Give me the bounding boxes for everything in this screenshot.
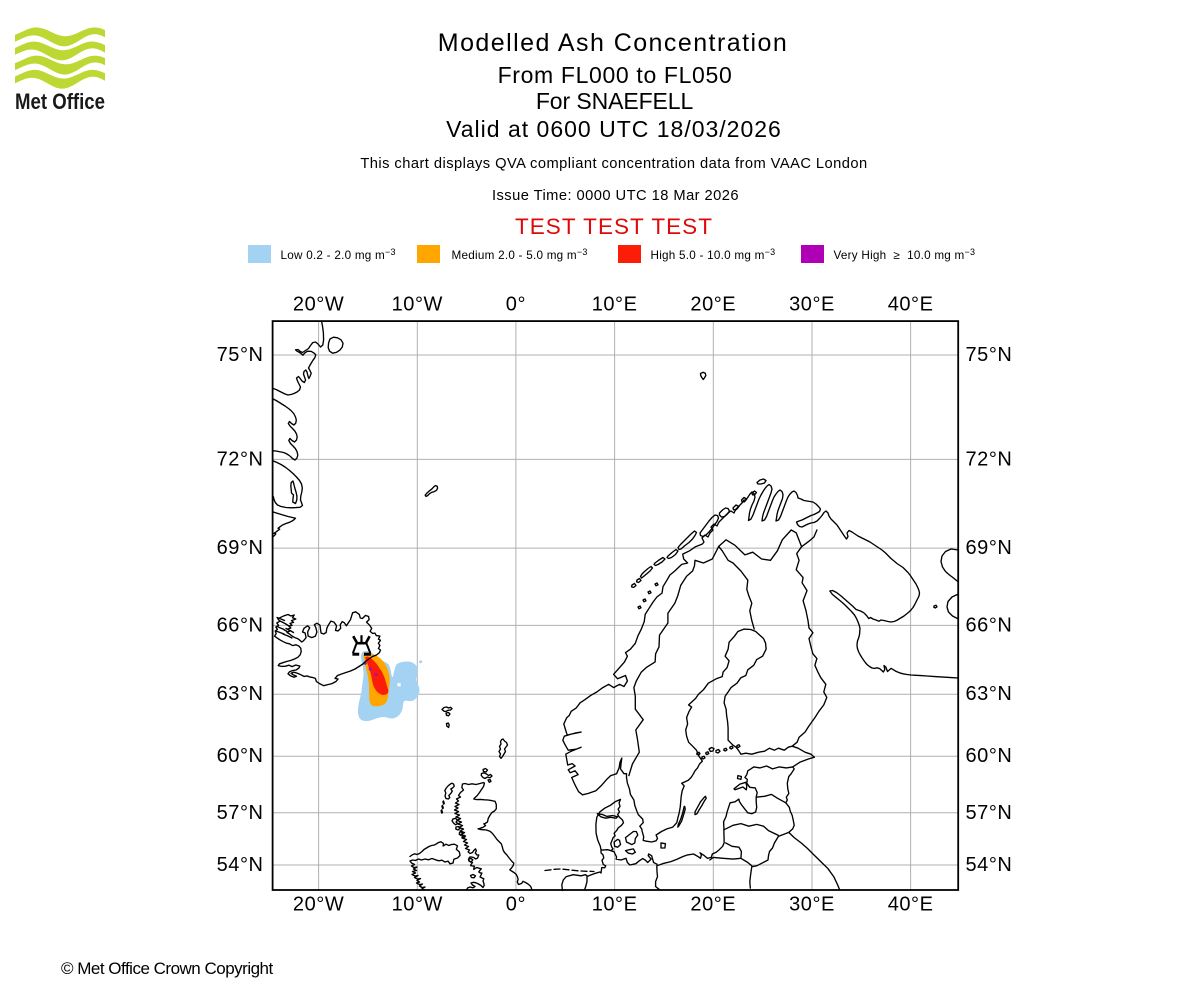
svg-text:54°N: 54°N bbox=[966, 854, 1013, 876]
svg-text:66°N: 66°N bbox=[217, 614, 264, 636]
svg-text:20°W: 20°W bbox=[293, 294, 344, 316]
svg-text:60°N: 60°N bbox=[966, 745, 1013, 767]
svg-text:63°N: 63°N bbox=[966, 683, 1013, 705]
svg-text:0°: 0° bbox=[506, 894, 526, 916]
svg-text:10°E: 10°E bbox=[592, 294, 638, 316]
svg-text:40°E: 40°E bbox=[888, 294, 934, 316]
svg-text:54°N: 54°N bbox=[217, 854, 264, 876]
svg-text:60°N: 60°N bbox=[217, 745, 264, 767]
svg-text:75°N: 75°N bbox=[217, 344, 264, 366]
svg-text:20°E: 20°E bbox=[690, 894, 736, 916]
svg-text:63°N: 63°N bbox=[217, 683, 264, 705]
svg-text:66°N: 66°N bbox=[966, 614, 1013, 636]
svg-text:10°W: 10°W bbox=[392, 294, 443, 316]
svg-text:20°E: 20°E bbox=[690, 294, 736, 316]
svg-text:Met Office: Met Office bbox=[15, 89, 105, 114]
svg-text:20°W: 20°W bbox=[293, 894, 344, 916]
svg-text:0°: 0° bbox=[506, 294, 526, 316]
svg-text:40°E: 40°E bbox=[888, 894, 934, 916]
svg-text:30°E: 30°E bbox=[789, 894, 835, 916]
svg-text:69°N: 69°N bbox=[217, 537, 264, 559]
svg-text:57°N: 57°N bbox=[966, 802, 1013, 824]
svg-text:72°N: 72°N bbox=[966, 448, 1013, 470]
svg-text:75°N: 75°N bbox=[966, 344, 1013, 366]
svg-text:30°E: 30°E bbox=[789, 294, 835, 316]
svg-text:69°N: 69°N bbox=[966, 537, 1013, 559]
svg-text:10°W: 10°W bbox=[392, 894, 443, 916]
svg-text:10°E: 10°E bbox=[592, 894, 638, 916]
svg-text:57°N: 57°N bbox=[217, 802, 264, 824]
svg-text:72°N: 72°N bbox=[217, 448, 264, 470]
